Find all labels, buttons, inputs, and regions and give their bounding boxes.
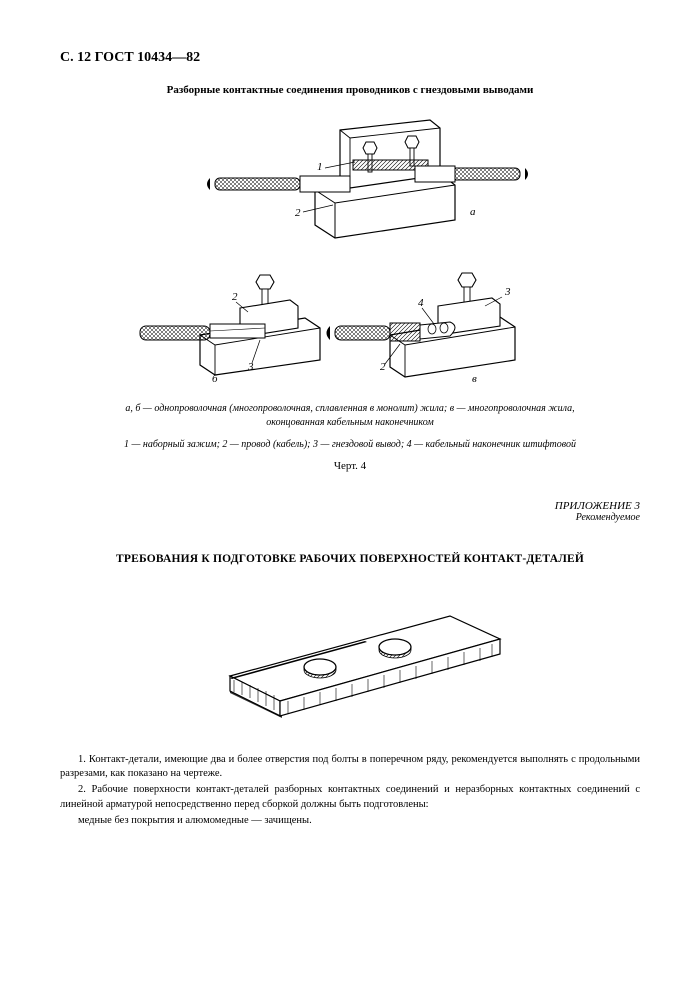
- figure-1-caption-2: 1 — наборный зажим; 2 — провод (кабель);…: [120, 438, 580, 452]
- appendix-title: ПРИЛОЖЕНИЕ 3: [60, 500, 640, 512]
- para-3: медные без покрытия и алюмомедные — зачи…: [60, 814, 640, 828]
- appendix-subtitle: Рекомендуемое: [60, 512, 640, 523]
- figure-1-caption-1: а, б — однопроволочная (многопроволочная…: [120, 402, 580, 430]
- svg-text:б: б: [212, 373, 218, 385]
- svg-text:1: 1: [317, 161, 323, 173]
- svg-text:2: 2: [380, 361, 386, 373]
- figure-1-title: Разборные контактные соединения проводни…: [60, 84, 640, 96]
- section-2-title: ТРЕБОВАНИЯ К ПОДГОТОВКЕ РАБОЧИХ ПОВЕРХНО…: [60, 553, 640, 565]
- figure-1-label: Черт. 4: [60, 460, 640, 472]
- svg-text:3: 3: [247, 361, 254, 373]
- appendix-block: ПРИЛОЖЕНИЕ 3 Рекомендуемое: [60, 500, 640, 523]
- para-2: 2. Рабочие поверхности контакт-деталей р…: [60, 783, 640, 811]
- svg-text:2: 2: [232, 291, 238, 303]
- figure-2-diagram: [60, 581, 640, 741]
- svg-text:3: 3: [504, 286, 511, 298]
- svg-text:2: 2: [295, 207, 301, 219]
- svg-text:в: в: [472, 373, 477, 385]
- para-1: 1. Контакт-детали, имеющие два и более о…: [60, 753, 640, 781]
- svg-text:4: 4: [418, 297, 424, 309]
- svg-text:а: а: [470, 206, 476, 218]
- figure-1-diagram: 1 2 а 2 3: [60, 110, 640, 390]
- page-header: С. 12 ГОСТ 10434—82: [60, 50, 640, 66]
